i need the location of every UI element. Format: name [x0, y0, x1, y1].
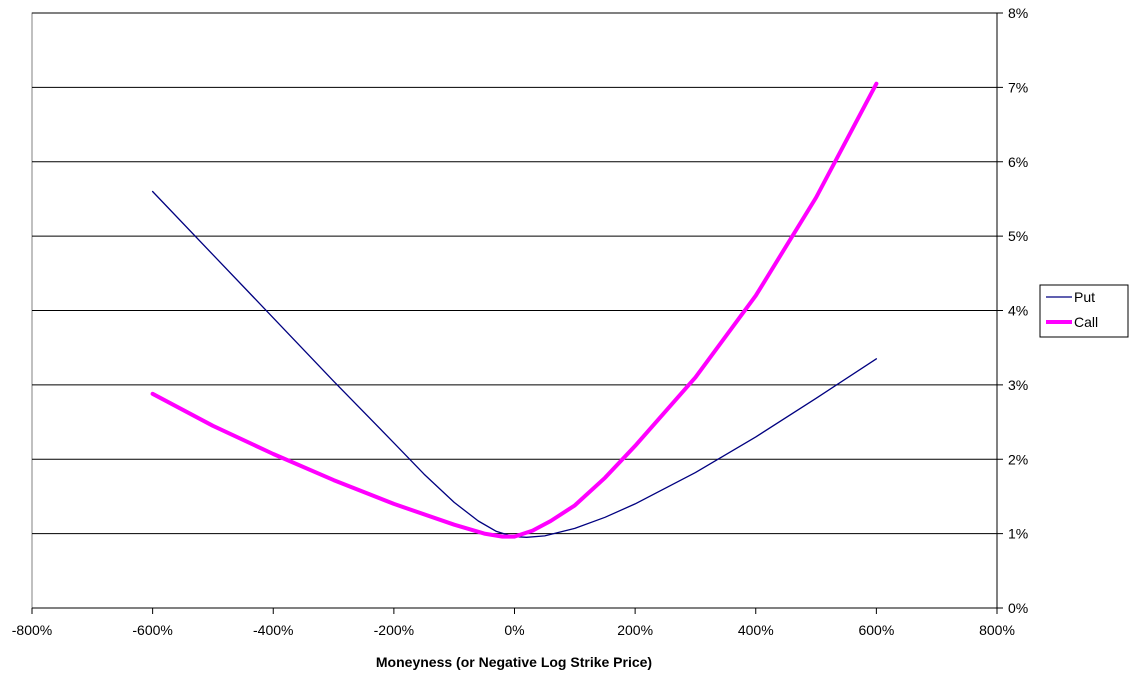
y-tick-label: 3% — [1008, 377, 1028, 393]
legend-label-put: Put — [1074, 289, 1095, 305]
y-tick-label: 0% — [1008, 600, 1028, 616]
x-tick-label: -600% — [132, 622, 172, 638]
legend-label-call: Call — [1074, 314, 1098, 330]
x-tick-label: -800% — [12, 622, 52, 638]
x-tick-label: 400% — [738, 622, 774, 638]
legend: Put Call — [1039, 284, 1129, 338]
x-axis-title: Moneyness (or Negative Log Strike Price) — [376, 654, 652, 670]
x-tick-label: 200% — [617, 622, 653, 638]
y-tick-label: 1% — [1008, 526, 1028, 542]
y-tick-label: 8% — [1008, 5, 1028, 21]
y-tick-label: 2% — [1008, 451, 1028, 467]
x-tick-label: 800% — [979, 622, 1015, 638]
y-tick-label: 5% — [1008, 228, 1028, 244]
series-line-call — [150, 81, 879, 539]
series-layer — [150, 81, 879, 539]
y-tick-label: 4% — [1008, 303, 1028, 319]
legend-box — [1039, 284, 1129, 338]
x-tick-label: 0% — [504, 622, 524, 638]
x-ticks: -800% -600% -400% -200% 0% 200% 400% 600% 800% — [12, 608, 1015, 638]
y-tick-label: 7% — [1008, 79, 1028, 95]
x-tick-label: -400% — [253, 622, 293, 638]
x-tick-label: 600% — [858, 622, 894, 638]
y-tick-label: 6% — [1008, 154, 1028, 170]
x-tick-label: -200% — [374, 622, 414, 638]
y-ticks: 0% 1% 2% 3% 4% 5% 6% 7% 8% — [997, 5, 1028, 616]
